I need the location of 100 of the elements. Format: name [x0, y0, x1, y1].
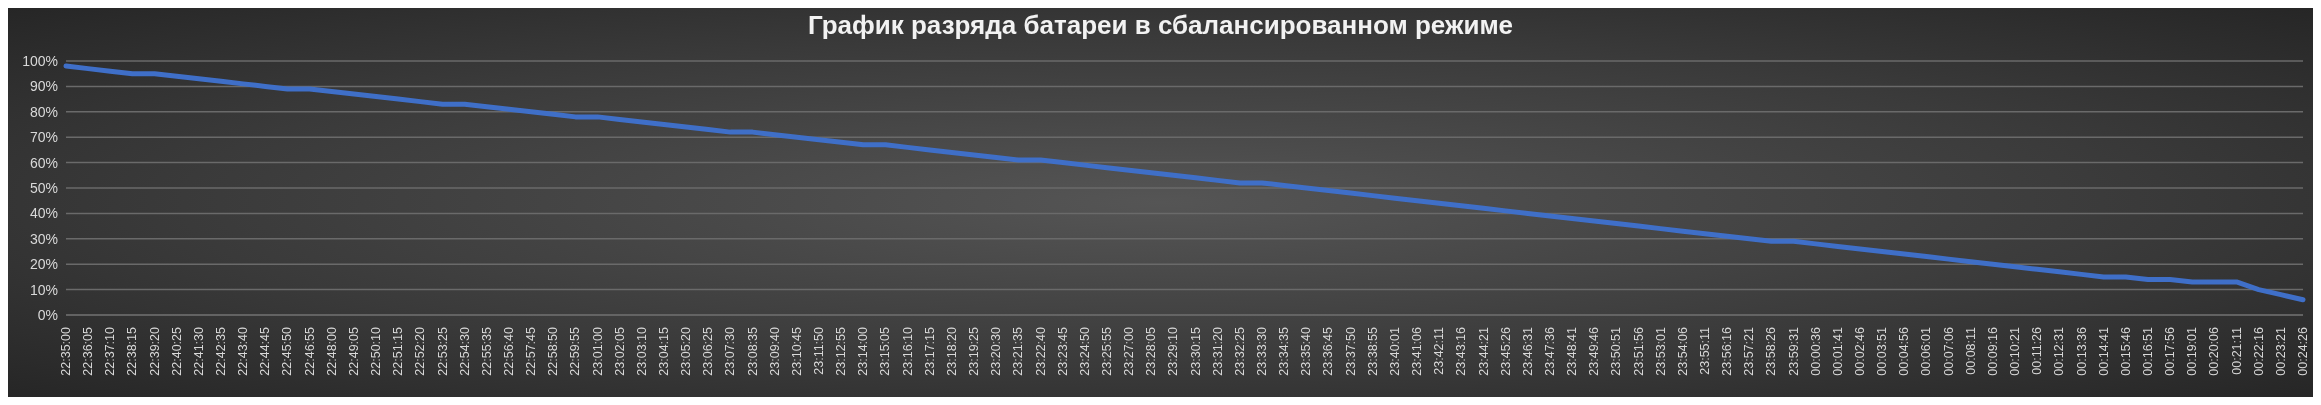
x-tick-label: 23:18:20 — [944, 326, 959, 376]
x-tick-label: 23:57:21 — [1742, 326, 1757, 376]
x-tick-label: 22:36:05 — [81, 326, 96, 376]
x-tick-label: 22:41:30 — [191, 326, 206, 376]
x-tick-label: 00:08:11 — [1963, 326, 1978, 375]
x-tick-label: 23:59:31 — [1786, 326, 1801, 376]
x-tick-label: 23:44:21 — [1476, 326, 1491, 376]
x-tick-label: 00:11:26 — [2030, 326, 2045, 375]
x-tick-label: 22:35:00 — [59, 326, 73, 376]
x-tick-label: 23:17:15 — [922, 326, 937, 376]
x-tick-label: 23:02:05 — [612, 326, 627, 376]
x-tick-label: 23:36:45 — [1321, 326, 1336, 376]
x-tick-label: 22:43:40 — [236, 326, 251, 376]
x-tick-label: 23:22:40 — [1033, 326, 1048, 376]
x-tick-label: 22:57:45 — [524, 326, 539, 376]
x-tick-label: 22:45:50 — [280, 326, 295, 376]
x-tick-label: 23:51:56 — [1631, 326, 1646, 376]
x-tick-label: 23:37:50 — [1343, 326, 1358, 376]
x-tick-label: 22:55:35 — [479, 326, 494, 376]
x-tick-label: 00:07:06 — [1941, 326, 1956, 376]
x-tick-label: 23:06:25 — [701, 326, 716, 376]
x-tick-label: 23:38:55 — [1365, 326, 1380, 376]
y-tick-label: 50% — [29, 179, 58, 196]
x-tick-label: 22:56:40 — [501, 326, 516, 376]
x-tick-label: 23:48:41 — [1565, 326, 1580, 376]
x-tick-label: 23:09:40 — [767, 326, 782, 376]
x-tick-label: 23:49:46 — [1587, 326, 1602, 376]
x-tick-label: 23:29:10 — [1166, 326, 1181, 376]
x-tick-label: 00:03:51 — [1875, 326, 1890, 376]
y-tick-label: 40% — [29, 205, 58, 222]
x-tick-label: 00:15:46 — [2118, 326, 2133, 376]
x-tick-label: 23:41:06 — [1410, 326, 1425, 376]
x-tick-label: 23:46:31 — [1520, 326, 1535, 376]
x-tick-label: 23:23:45 — [1055, 326, 1070, 376]
x-tick-label: 00:04:56 — [1897, 326, 1912, 376]
x-tick-label: 00:21:11 — [2229, 326, 2244, 375]
x-tick-label: 00:13:36 — [2074, 326, 2089, 376]
y-tick-label: 100% — [22, 52, 58, 69]
x-tick-label: 23:55:11 — [1697, 326, 1712, 375]
x-tick-label: 00:14:41 — [2096, 326, 2111, 376]
x-tick-label: 00:00:36 — [1808, 326, 1823, 376]
x-tick-label: 23:12:55 — [834, 326, 849, 376]
x-tick-label: 23:27:00 — [1122, 326, 1137, 376]
y-tick-label: 90% — [29, 78, 58, 95]
x-tick-label: 23:21:35 — [1011, 326, 1026, 376]
x-tick-label: 22:52:20 — [413, 326, 428, 376]
x-tick-label: 22:59:55 — [568, 326, 583, 376]
x-tick-label: 23:10:45 — [789, 326, 804, 376]
x-tick-label: 00:02:46 — [1853, 326, 1868, 376]
x-tick-label: 23:58:26 — [1764, 326, 1779, 376]
x-tick-label: 22:40:25 — [169, 326, 184, 376]
x-tick-label: 00:01:41 — [1830, 326, 1845, 376]
x-tick-label: 22:44:45 — [258, 326, 273, 376]
x-tick-label: 00:17:56 — [2163, 326, 2178, 376]
x-tick-label: 23:07:30 — [723, 326, 738, 376]
x-tick-label: 00:10:21 — [2008, 326, 2023, 376]
x-tick-label: 23:43:16 — [1454, 326, 1469, 376]
x-tick-label: 22:50:10 — [369, 326, 384, 376]
x-tick-label: 23:35:40 — [1299, 326, 1314, 376]
x-tick-label: 22:49:05 — [346, 326, 361, 376]
y-tick-label: 10% — [29, 281, 58, 298]
x-tick-label: 22:42:35 — [214, 326, 229, 376]
x-tick-label: 23:40:01 — [1387, 326, 1402, 376]
x-tick-label: 23:11:50 — [812, 326, 827, 375]
x-tick-label: 00:16:51 — [2140, 326, 2155, 376]
x-tick-label: 23:50:51 — [1609, 326, 1624, 376]
x-tick-label: 23:24:50 — [1077, 326, 1092, 376]
x-tick-label: 23:30:15 — [1188, 326, 1203, 376]
x-tick-label: 23:14:00 — [856, 326, 871, 376]
y-tick-label: 80% — [29, 103, 58, 120]
x-tick-label: 23:56:16 — [1720, 326, 1735, 376]
x-tick-label: 23:42:11 — [1432, 326, 1447, 375]
x-tick-label: 23:20:30 — [989, 326, 1004, 376]
x-tick-label: 22:46:55 — [302, 326, 317, 376]
x-tick-label: 23:47:36 — [1542, 326, 1557, 376]
x-tick-label: 00:06:01 — [1919, 326, 1934, 376]
x-tick-label: 00:20:06 — [2207, 326, 2222, 376]
chart-title: График разряда батареи в сбалансированном режиме — [806, 10, 1515, 41]
x-tick-label: 22:53:25 — [435, 326, 450, 376]
y-tick-label: 30% — [29, 230, 58, 247]
x-tick-label: 23:25:55 — [1099, 326, 1114, 376]
x-tick-label: 23:19:25 — [967, 326, 982, 376]
x-tick-label: 00:09:16 — [1985, 326, 2000, 376]
y-tick-label: 20% — [29, 256, 58, 273]
y-tick-label: 0% — [37, 306, 58, 323]
x-tick-label: 23:05:20 — [679, 326, 694, 376]
x-tick-label: 23:53:01 — [1653, 326, 1668, 376]
x-tick-label: 23:33:30 — [1255, 326, 1270, 376]
x-tick-label: 23:16:10 — [900, 326, 915, 376]
x-tick-label: 23:34:35 — [1277, 326, 1292, 376]
x-tick-label: 23:54:06 — [1675, 326, 1690, 376]
x-tick-label: 23:04:15 — [657, 326, 672, 376]
x-tick-label: 00:22:16 — [2251, 326, 2266, 376]
x-tick-label: 00:19:01 — [2185, 326, 2200, 376]
x-tick-label: 22:48:00 — [324, 326, 339, 376]
x-tick-label: 00:24:26 — [2296, 326, 2310, 376]
x-tick-label: 23:01:00 — [590, 326, 605, 376]
y-tick-label: 70% — [29, 129, 58, 146]
x-tick-label: 23:32:25 — [1232, 326, 1247, 376]
x-tick-label: 23:15:05 — [878, 326, 893, 376]
